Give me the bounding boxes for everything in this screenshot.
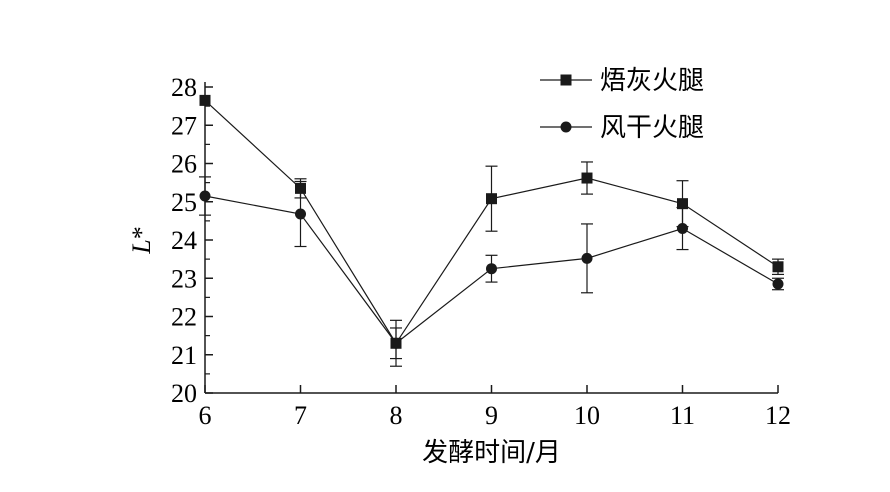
y-tick-label-21: 21: [171, 341, 197, 370]
y-axis-title: L*: [127, 226, 156, 254]
series-1-point-6: [199, 94, 211, 106]
legend-label-2: 风干火腿: [600, 113, 704, 143]
legend-item-1: 焐灰火腿: [540, 66, 704, 96]
series-2-point-12: [772, 278, 784, 290]
legend-label-1: 焐灰火腿: [600, 66, 704, 96]
x-tick-label-8: 8: [390, 401, 403, 430]
legend-marker-1: [560, 74, 572, 86]
x-tick-label-11: 11: [670, 401, 695, 430]
series-2-point-10: [581, 252, 593, 264]
series-2-point-6: [199, 190, 211, 202]
y-tick-label-27: 27: [171, 111, 197, 140]
x-axis-title: 发酵时间/月: [422, 438, 561, 468]
y-tick-label-23: 23: [171, 264, 197, 293]
series-2: [199, 176, 784, 360]
y-tick-label-24: 24: [171, 226, 197, 255]
y-tick-label-28: 28: [171, 73, 197, 102]
x-tick-label-6: 6: [199, 401, 212, 430]
legend-item-2: 风干火腿: [540, 113, 704, 143]
series-2-point-9: [486, 263, 497, 275]
y-tick-label-25: 25: [171, 188, 197, 217]
series-2-point-7: [295, 208, 306, 220]
x-axis-ticks: 6 7 8 9 10 11 12: [199, 385, 791, 430]
series-1-point-9: [486, 193, 497, 205]
y-tick-label-22: 22: [171, 303, 197, 332]
y-tick-label-20: 20: [171, 379, 197, 408]
y-tick-label-26: 26: [171, 150, 197, 179]
series-2-point-8: [390, 337, 402, 349]
series-1-point-10: [581, 172, 593, 184]
series-2-point-11: [677, 223, 688, 235]
series-1-point-11: [677, 198, 688, 210]
y-axis-ticks: 20 21 22 23 24 25 26 27 28: [171, 73, 213, 408]
series-layer: [199, 94, 784, 367]
x-tick-label-10: 10: [574, 401, 600, 430]
x-tick-label-12: 12: [765, 401, 791, 430]
x-tick-label-9: 9: [485, 401, 498, 430]
series-1-point-12: [772, 261, 784, 273]
x-tick-label-7: 7: [294, 401, 307, 430]
legend-marker-2: [560, 121, 572, 133]
